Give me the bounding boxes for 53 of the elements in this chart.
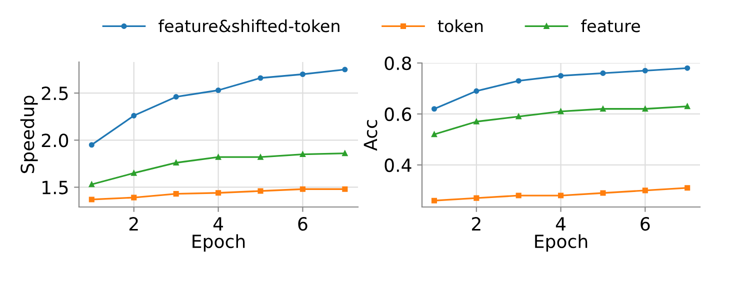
point bbox=[474, 195, 480, 201]
point bbox=[131, 112, 137, 118]
point bbox=[300, 186, 306, 192]
x-tick-label: 4 bbox=[213, 217, 224, 230]
legend-label: feature&shifted-token bbox=[158, 19, 340, 32]
y-axis-title: Speedup bbox=[20, 96, 38, 174]
point bbox=[88, 142, 94, 148]
legend-label: feature bbox=[581, 19, 640, 32]
point bbox=[131, 170, 137, 176]
x-tick-label: 6 bbox=[298, 217, 308, 231]
point bbox=[216, 190, 222, 196]
point bbox=[684, 185, 690, 191]
point bbox=[216, 154, 222, 160]
point bbox=[431, 198, 438, 204]
point bbox=[684, 65, 690, 71]
y-axis-title: Acc bbox=[364, 120, 378, 151]
point bbox=[216, 87, 222, 94]
point bbox=[558, 192, 564, 198]
y-tick-label: 0.8 bbox=[384, 56, 412, 70]
y-tick-label: 2.0 bbox=[42, 134, 68, 148]
point bbox=[300, 71, 306, 78]
point bbox=[600, 70, 606, 76]
point bbox=[516, 192, 522, 198]
point bbox=[88, 196, 94, 202]
x-tick-label: 4 bbox=[556, 217, 566, 230]
point bbox=[474, 88, 480, 94]
point bbox=[300, 151, 306, 158]
point bbox=[431, 106, 438, 112]
point bbox=[258, 75, 264, 81]
point bbox=[258, 188, 264, 194]
y-tick-label: 2.5 bbox=[42, 86, 68, 100]
point bbox=[642, 68, 648, 74]
x-tick-label: 2 bbox=[129, 217, 138, 230]
y-tick-label: 0.6 bbox=[384, 107, 412, 122]
x-tick-label: 6 bbox=[640, 217, 650, 231]
point bbox=[131, 194, 137, 200]
point bbox=[342, 66, 348, 72]
x-axis-title: Epoch bbox=[535, 234, 588, 252]
point bbox=[558, 72, 564, 79]
point bbox=[173, 94, 179, 100]
point bbox=[258, 154, 264, 160]
point bbox=[173, 160, 179, 166]
x-axis-title: Epoch bbox=[192, 234, 245, 252]
x-tick-label: 2 bbox=[472, 217, 480, 230]
legend-label: token bbox=[438, 19, 483, 32]
y-tick-label: 0.4 bbox=[384, 158, 412, 172]
point bbox=[600, 190, 606, 196]
point bbox=[474, 118, 480, 124]
point bbox=[516, 78, 522, 84]
point bbox=[342, 186, 348, 192]
y-tick-label: 1.5 bbox=[42, 180, 68, 194]
point bbox=[642, 188, 648, 194]
point bbox=[173, 191, 179, 197]
